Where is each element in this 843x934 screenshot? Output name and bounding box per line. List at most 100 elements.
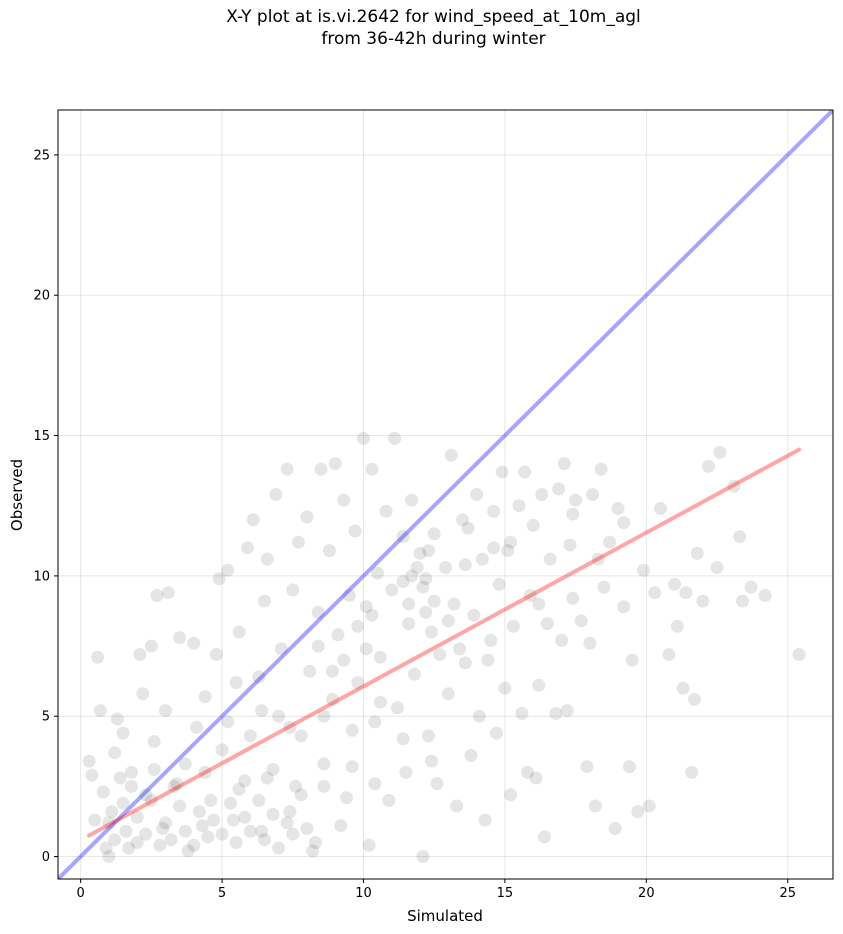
data-point (300, 510, 314, 524)
data-point (379, 504, 393, 518)
data-point (447, 597, 461, 611)
data-point (147, 735, 161, 748)
data-point (232, 782, 246, 796)
data-point (144, 793, 158, 807)
data-point (450, 799, 464, 813)
data-point (405, 493, 419, 507)
x-tick-label: 25 (779, 886, 796, 901)
data-point (521, 765, 534, 779)
data-point (422, 544, 435, 558)
data-point (139, 827, 153, 841)
data-point (283, 720, 297, 734)
data-point (555, 633, 568, 647)
y-tick-label: 10 (33, 569, 50, 584)
data-point (311, 605, 325, 619)
data-point (224, 796, 237, 810)
data-point (670, 619, 684, 633)
data-point (371, 566, 385, 580)
data-point (337, 493, 351, 507)
data-point (532, 678, 546, 692)
data-point (399, 765, 413, 779)
data-point (733, 530, 747, 544)
data-point (464, 749, 478, 762)
data-point (365, 462, 379, 476)
data-point (492, 577, 506, 591)
data-point (569, 493, 583, 507)
data-point (246, 513, 260, 527)
data-point (591, 552, 605, 566)
data-point (306, 844, 320, 858)
data-point (147, 763, 161, 776)
data-point (373, 650, 387, 664)
data-point (325, 664, 339, 678)
data-point (266, 763, 280, 776)
data-point (266, 807, 280, 821)
data-point (317, 757, 331, 771)
data-point (583, 636, 597, 650)
data-point (331, 628, 345, 642)
data-point (252, 793, 266, 807)
data-point (108, 833, 122, 847)
data-point (654, 502, 667, 515)
data-point (351, 676, 365, 689)
data-point (139, 788, 153, 802)
data-point (258, 594, 271, 608)
data-point (543, 552, 557, 566)
data-point (187, 838, 201, 852)
data-point (88, 813, 102, 827)
data-point (351, 619, 365, 633)
data-point (441, 614, 455, 628)
data-point (272, 709, 286, 723)
data-point (173, 799, 187, 813)
data-point (388, 431, 402, 445)
data-point (557, 457, 571, 471)
data-point (110, 712, 124, 726)
data-point (461, 521, 475, 535)
data-point (91, 650, 105, 664)
data-point (597, 580, 611, 594)
data-point (280, 816, 294, 830)
data-point (427, 594, 441, 608)
data-point (504, 535, 518, 549)
data-point (156, 822, 170, 835)
chart-subtitle: from 36-42h during winter (321, 29, 546, 49)
data-point (501, 544, 515, 558)
data-point (563, 538, 577, 552)
data-point (178, 757, 192, 771)
data-point (419, 572, 433, 586)
data-point (125, 779, 138, 793)
data-point (470, 488, 484, 501)
data-point (170, 777, 184, 791)
data-point (207, 813, 221, 827)
data-point (368, 715, 382, 729)
data-point (229, 676, 243, 689)
data-point (255, 704, 269, 718)
data-point (195, 819, 209, 833)
data-point (198, 690, 212, 704)
data-point (108, 746, 122, 760)
data-point (617, 600, 631, 614)
data-point (159, 816, 172, 830)
data-point (317, 779, 331, 793)
data-point (402, 597, 416, 611)
data-point (173, 631, 187, 645)
data-point (153, 838, 167, 852)
data-point (314, 462, 328, 476)
data-point (424, 754, 438, 768)
data-point (487, 541, 501, 555)
data-point (286, 827, 300, 841)
y-tick-label: 5 (42, 710, 50, 725)
data-point (215, 827, 229, 841)
data-point (274, 642, 288, 656)
data-point (238, 810, 252, 824)
data-point (611, 502, 625, 515)
data-point (334, 819, 348, 833)
data-point (523, 589, 537, 602)
data-point (504, 788, 518, 802)
plot-area-frame (57, 109, 834, 880)
data-point (456, 513, 469, 527)
data-point (422, 729, 435, 743)
data-point (258, 833, 271, 847)
grid (58, 110, 833, 879)
